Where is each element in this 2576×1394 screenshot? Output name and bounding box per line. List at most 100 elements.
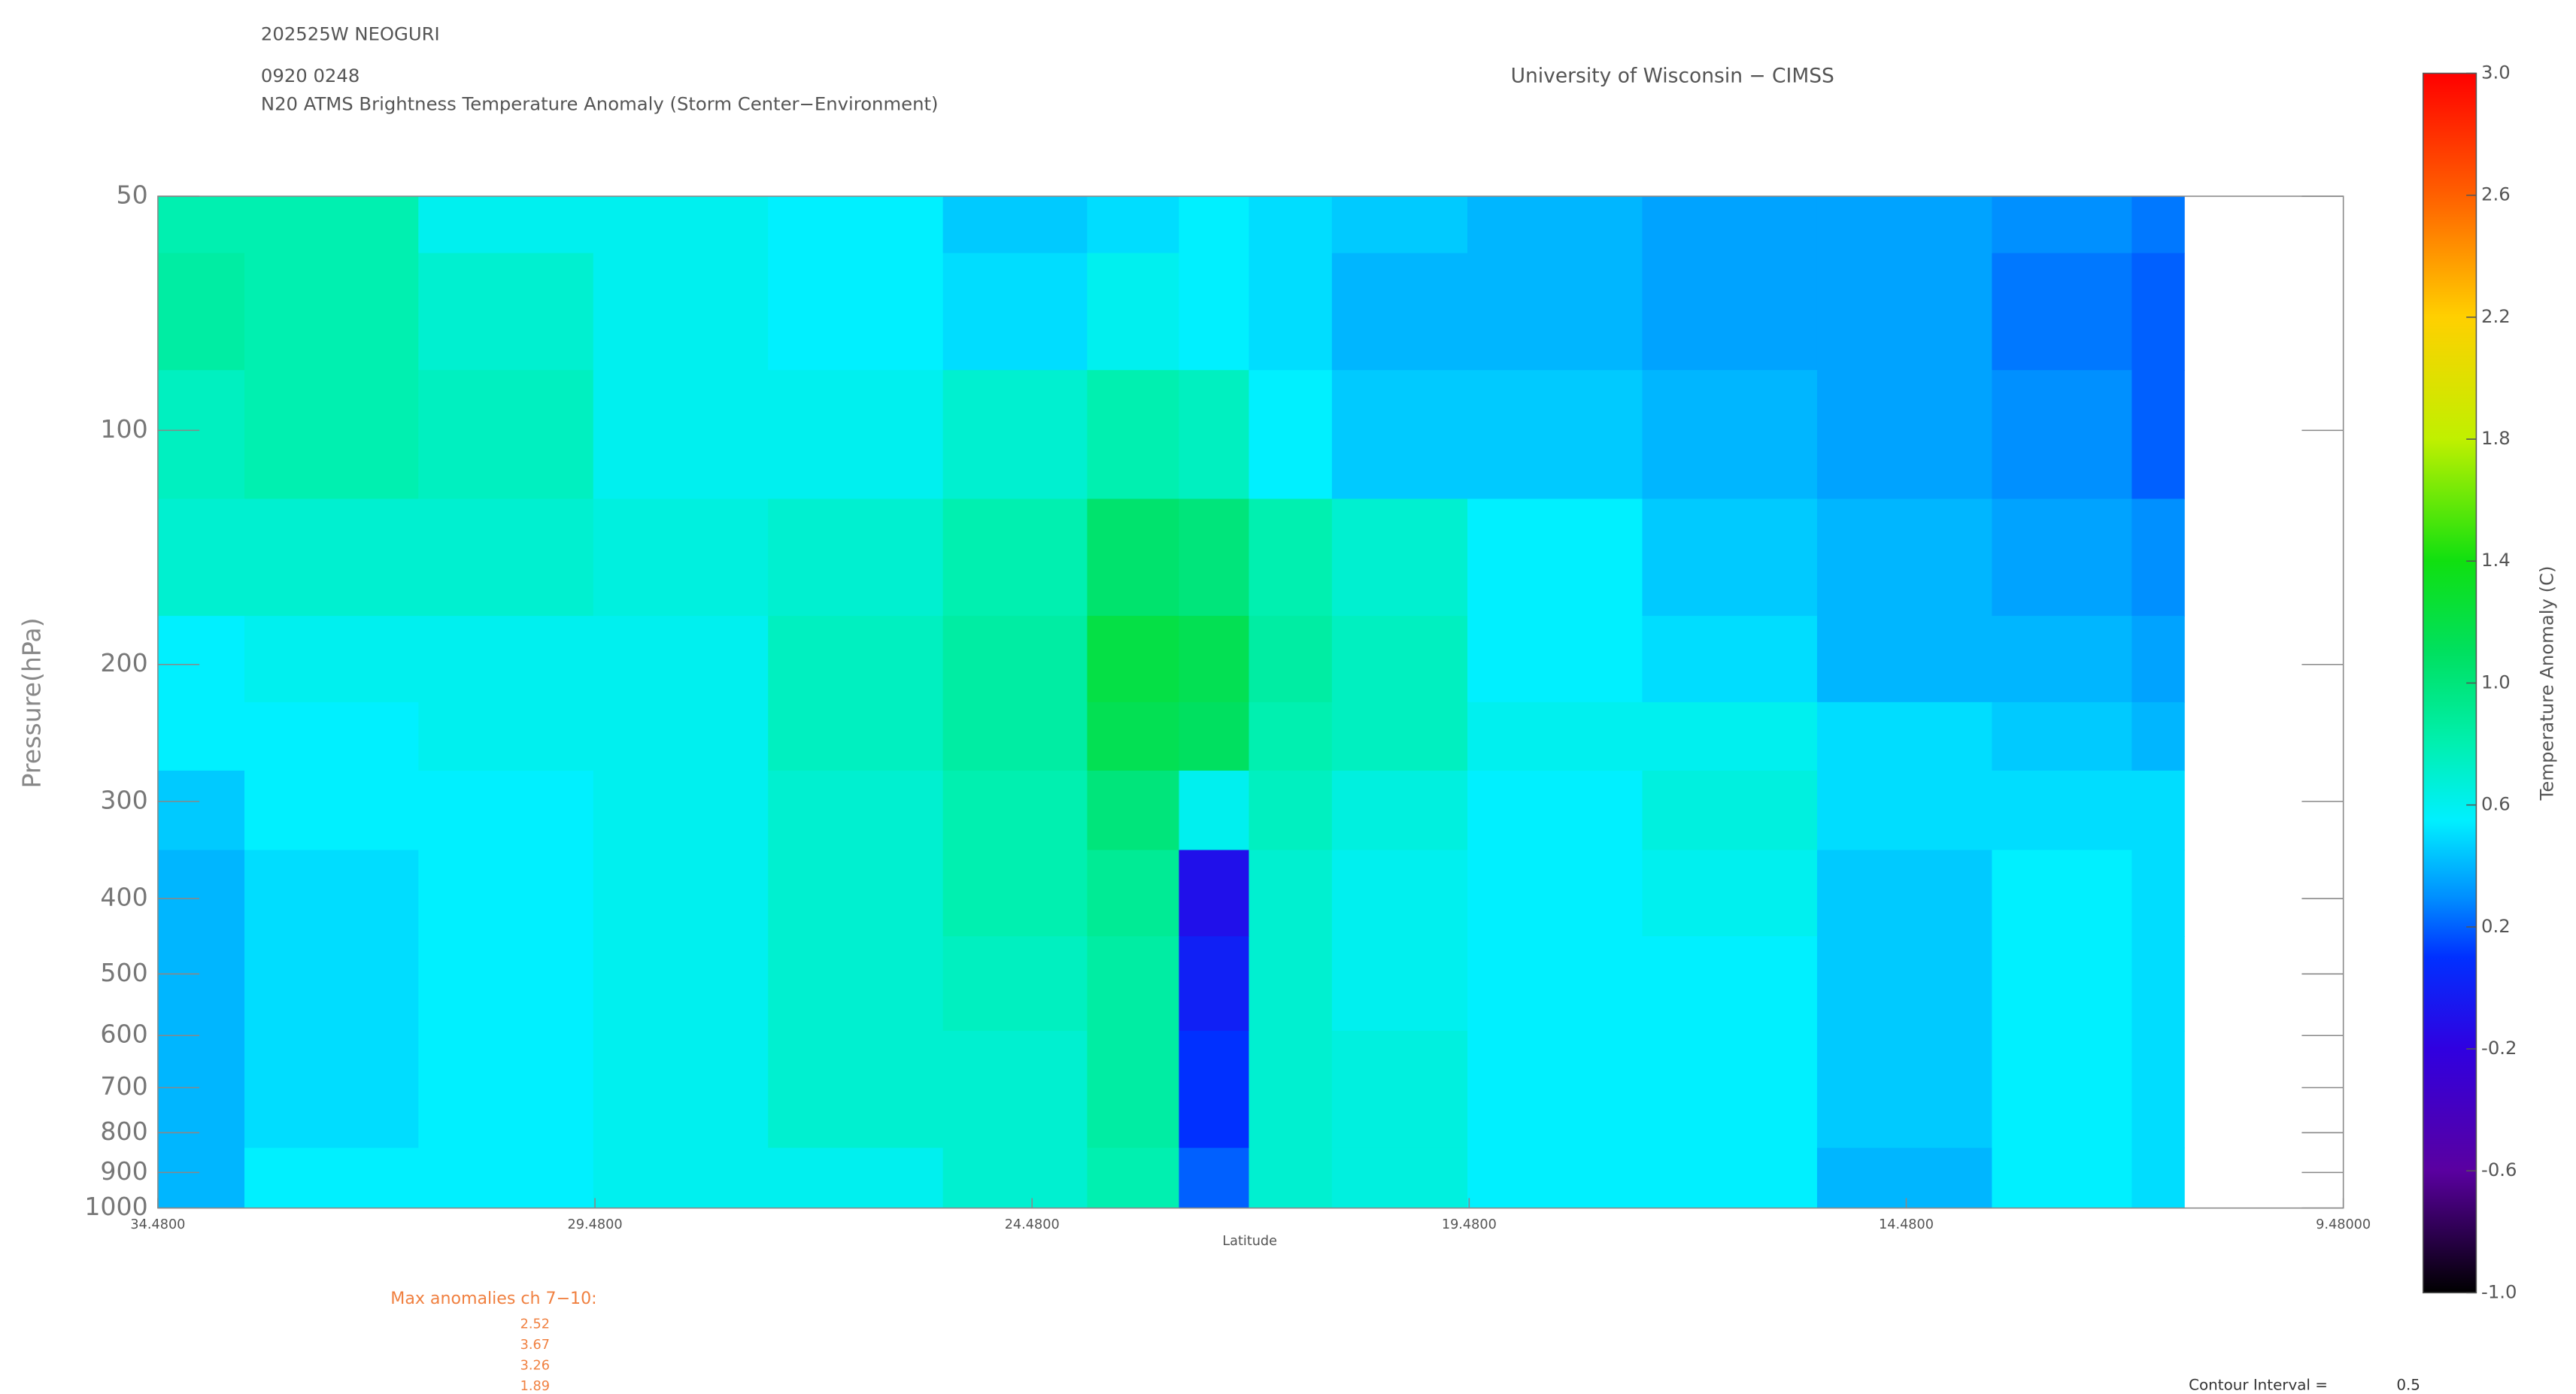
colorbar-tick-label: 2.6: [2481, 183, 2511, 205]
anomaly-cell: [1179, 616, 1250, 703]
anomaly-cell: [1249, 195, 1333, 254]
anomaly-cell: [1992, 1147, 2133, 1209]
anomaly-cell: [1642, 616, 1818, 703]
max-anomalies-title: Max anomalies ch 7−10:: [390, 1289, 596, 1308]
source: University of Wisconsin − CIMSS: [1511, 64, 1834, 87]
anomaly-cell: [1249, 702, 1333, 771]
y-tick-label: 900: [100, 1156, 147, 1186]
colorbar-tick-label: -0.6: [2481, 1159, 2517, 1180]
anomaly-cell: [1179, 850, 1250, 937]
max-anomaly-value: 2.52: [520, 1317, 550, 1332]
anomaly-cell: [1642, 936, 1818, 1032]
y-tick-label: 700: [100, 1071, 147, 1101]
anomaly-cell: [1249, 850, 1333, 937]
anomaly-cell: [2131, 1147, 2185, 1209]
storm-name: 202525W NEOGURI: [261, 23, 440, 45]
y-tick-label: 600: [100, 1020, 147, 1049]
anomaly-cell: [1087, 850, 1180, 937]
anomaly-cell: [157, 850, 245, 937]
anomaly-cell: [1331, 253, 1468, 371]
anomaly-cell: [1087, 936, 1180, 1032]
anomaly-cell: [1087, 702, 1180, 771]
anomaly-cell: [1467, 616, 1643, 703]
anomaly-cell: [2131, 1030, 2185, 1149]
anomaly-cell: [593, 770, 769, 851]
anomaly-cell: [2131, 499, 2185, 617]
colorbar-tick-label: -1.0: [2481, 1280, 2517, 1302]
anomaly-cell: [768, 850, 944, 937]
anomaly-cell: [593, 1030, 769, 1149]
anomaly-cell: [1992, 770, 2133, 851]
anomaly-cell: [1331, 1030, 1468, 1149]
colorbar-tick-label: -0.2: [2481, 1037, 2517, 1059]
anomaly-cell: [1467, 1147, 1643, 1209]
anomaly-cell: [1249, 1147, 1333, 1209]
anomaly-cell: [593, 1147, 769, 1209]
colorbar-tick-label: 2.2: [2481, 305, 2511, 327]
contour-interval-label: Contour Interval =: [2189, 1377, 2328, 1391]
anomaly-cell: [157, 936, 245, 1032]
anomaly-cell: [244, 770, 419, 851]
max-anomaly-value: 3.67: [520, 1338, 550, 1353]
anomaly-cell: [768, 616, 944, 703]
anomaly-cell: [942, 770, 1088, 851]
anomaly-cell: [1992, 616, 2133, 703]
colorbar-tick-label: 0.6: [2481, 793, 2511, 815]
anomaly-cell: [1467, 770, 1643, 851]
anomaly-cell: [1467, 253, 1643, 371]
anomaly-cell: [593, 370, 769, 500]
anomaly-cell: [1642, 850, 1818, 937]
anomaly-cell: [1179, 370, 1250, 500]
anomaly-cell: [1467, 1030, 1643, 1149]
anomaly-cell: [1992, 195, 2133, 254]
anomaly-cell: [418, 499, 594, 617]
anomaly-cell: [1467, 499, 1643, 617]
anomaly-cell: [1992, 1030, 2133, 1149]
anomaly-cell: [1331, 850, 1468, 937]
anomaly-cell: [418, 370, 594, 500]
anomaly-cell: [1642, 1147, 1818, 1209]
anomaly-cell: [1331, 936, 1468, 1032]
x-tick-label: 9.48000: [2316, 1217, 2371, 1232]
anomaly-cell: [418, 702, 594, 771]
y-tick-label: 500: [100, 958, 147, 987]
anomaly-cell: [593, 936, 769, 1032]
anomaly-cell: [1331, 195, 1468, 254]
anomaly-cell: [1331, 370, 1468, 500]
anomaly-cell: [1816, 253, 1993, 371]
x-tick-label: 24.4800: [1005, 1217, 1060, 1232]
contour-interval-value: 0.5: [2396, 1377, 2420, 1391]
anomaly-cell: [157, 702, 245, 771]
anomaly-cell: [1249, 770, 1333, 851]
anomaly-cell: [593, 253, 769, 371]
anomaly-cell: [1249, 253, 1333, 371]
anomaly-cell: [1642, 1030, 1818, 1149]
anomaly-cell: [157, 253, 245, 371]
y-tick-label: 200: [100, 648, 147, 677]
anomaly-cell: [1331, 1147, 1468, 1209]
anomaly-cell: [1642, 770, 1818, 851]
x-tick-label: 34.4800: [130, 1217, 185, 1232]
anomaly-cell: [1179, 770, 1250, 851]
colorbar-label: Temperature Anomaly (C): [2535, 565, 2557, 801]
anomaly-cell: [1249, 370, 1333, 500]
colorbar-tick-label: 1.8: [2481, 427, 2511, 449]
anomaly-cell: [2131, 770, 2185, 851]
anomaly-cell: [1642, 195, 1818, 254]
anomaly-cell: [1816, 616, 1993, 703]
anomaly-cell: [418, 1147, 594, 1209]
anomaly-cell: [1249, 936, 1333, 1032]
x-axis-label: Latitude: [1222, 1234, 1277, 1249]
anomaly-cell: [418, 850, 594, 937]
anomaly-cell: [157, 1030, 245, 1149]
product-title: N20 ATMS Brightness Temperature Anomaly …: [261, 92, 939, 114]
anomaly-cell: [593, 616, 769, 703]
anomaly-cell: [1087, 616, 1180, 703]
y-tick-label: 300: [100, 785, 147, 814]
anomaly-cell: [1992, 370, 2133, 500]
anomaly-cell: [1331, 770, 1468, 851]
anomaly-cell: [157, 770, 245, 851]
anomaly-cell: [1642, 370, 1818, 500]
anomaly-cell: [768, 370, 944, 500]
